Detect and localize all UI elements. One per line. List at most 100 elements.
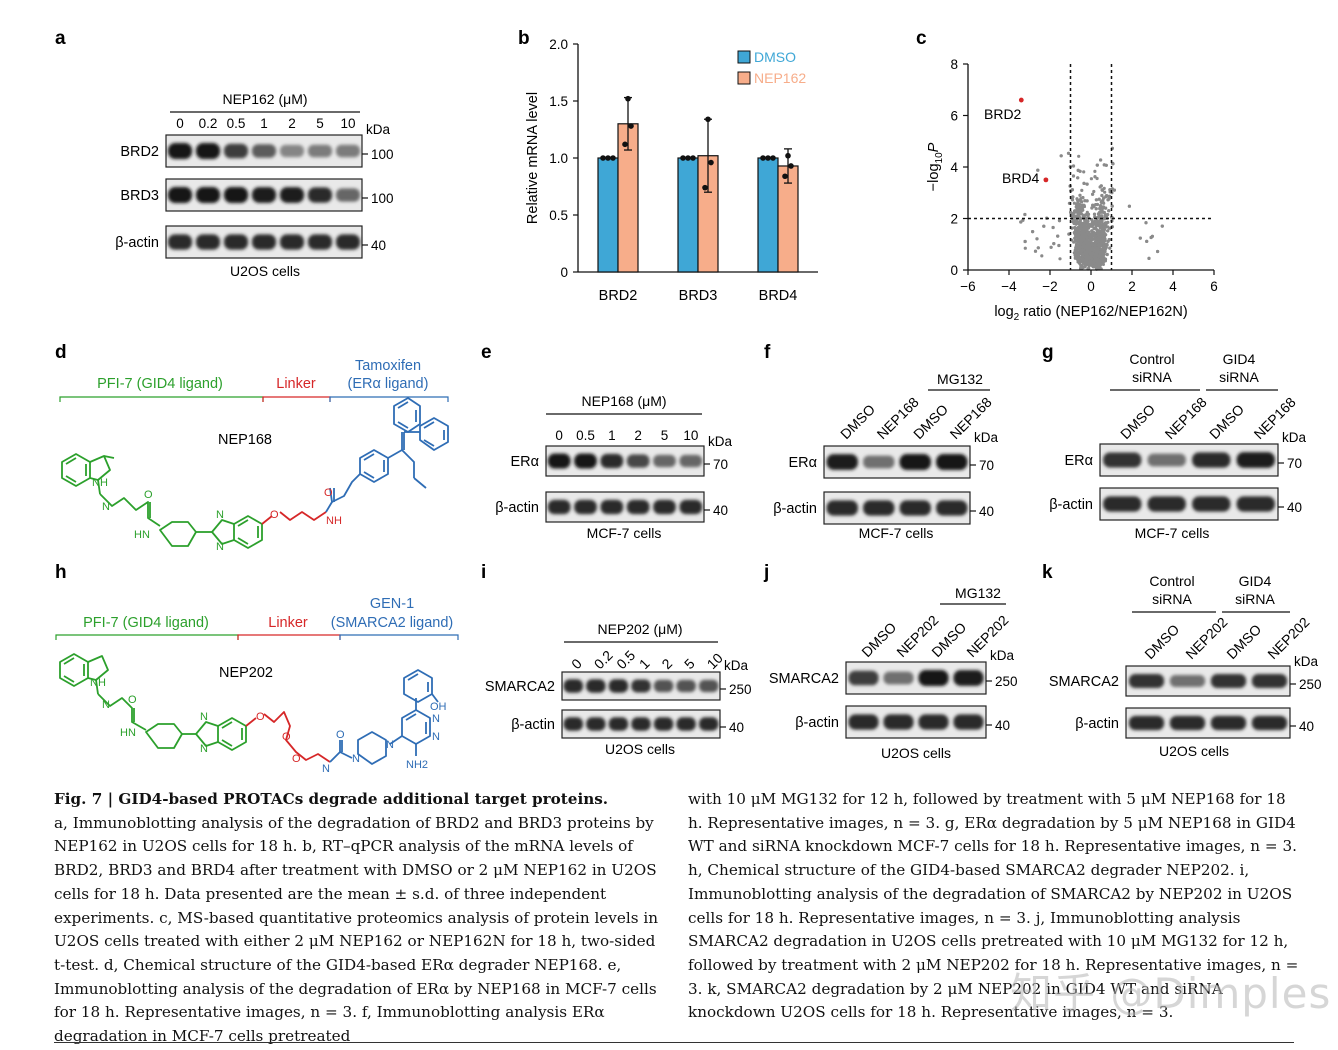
- b-bar-dmso: [597, 157, 619, 273]
- d-atom-hn: HN: [134, 529, 150, 541]
- c-point: [1089, 256, 1093, 260]
- c-point: [1075, 219, 1079, 223]
- c-point: [1127, 204, 1131, 208]
- c-point: [1021, 218, 1025, 222]
- c-point: [1079, 241, 1083, 245]
- c-point: [1040, 254, 1044, 258]
- c-point: [1082, 244, 1086, 248]
- blot-a-lane-label: 5: [316, 116, 324, 131]
- c-point: [1085, 199, 1089, 203]
- c-point: [1097, 197, 1101, 201]
- c-point: [1105, 194, 1109, 198]
- b-y-tick-label: 0: [560, 265, 568, 280]
- c-point: [1057, 219, 1062, 223]
- c-x-tick-label: 6: [1210, 279, 1218, 294]
- blot-e: 0 0.5 1 2 5 10 kDa ERα 70 β-actin 40: [495, 428, 732, 523]
- blot-j-kda-label: kDa: [990, 648, 1014, 663]
- c-y-tick-label: 2: [950, 212, 958, 227]
- c-point: [1089, 243, 1093, 247]
- blot-a-lane-label: 0: [176, 116, 184, 131]
- c-point: [1077, 229, 1081, 233]
- c-point: [1098, 206, 1102, 210]
- panel-h: h PFI-7 (GID4 ligand) Linker GEN-1 (SMAR…: [55, 562, 459, 775]
- blot-i-lane-label: 0.5: [613, 647, 638, 672]
- blot-i-band: [608, 717, 629, 731]
- blot-e-band: [679, 499, 703, 515]
- blot-e-membrane: [545, 491, 705, 523]
- c-point: [1100, 199, 1104, 203]
- c-point: [1051, 225, 1055, 230]
- b-legend-swatch-dmso: [737, 50, 751, 64]
- c-y-tick-label: 4: [950, 160, 958, 175]
- c-point: [1097, 213, 1101, 217]
- panel-b: b 0 0.5 1.0 1.5 2.0 Relative mRNA level BRD2 BR…: [518, 28, 818, 304]
- c-point: [1086, 219, 1090, 223]
- c-point: [1080, 257, 1084, 261]
- c-point: [1081, 248, 1085, 252]
- c-point: [1070, 213, 1074, 217]
- blot-a-band: [335, 188, 361, 202]
- blot-k-lane-label: NEP202: [1182, 614, 1230, 662]
- d-blue-bracket: [329, 396, 449, 402]
- panel-d: d PFI-7 (GID4 ligand) Linker Tamoxifen (…: [55, 342, 449, 553]
- c-point: [1023, 212, 1027, 217]
- blot-j-row-label: SMARCA2: [769, 671, 839, 687]
- c-point: [1098, 263, 1102, 267]
- c-point: [1076, 213, 1080, 217]
- c-point: [1106, 239, 1110, 243]
- c-point: [1093, 263, 1097, 267]
- blot-a-row-label: β-actin: [115, 235, 159, 251]
- blot-a-band: [307, 187, 333, 203]
- d-atom-labels: NH N O HN N N O O NH: [92, 477, 342, 553]
- blot-a-band: [251, 144, 277, 158]
- c-point: [1073, 232, 1077, 236]
- blot-k-group1-line2: siRNA: [1152, 591, 1192, 607]
- blot-k-lane-label: DMSO: [1141, 621, 1182, 662]
- blot-a-band: [223, 234, 249, 250]
- blot-e-band: [574, 453, 597, 469]
- blot-g-group1-line2: siRNA: [1132, 369, 1172, 385]
- h-atom-o5: O: [336, 729, 345, 741]
- blot-g-row-label: ERα: [1064, 453, 1093, 469]
- blot-e-band: [600, 453, 624, 469]
- d-blue-label-1: Tamoxifen: [355, 358, 421, 374]
- c-point: [1049, 245, 1053, 249]
- b-y-tick-label: 1.5: [549, 94, 568, 109]
- blot-k-band: [1169, 674, 1206, 688]
- blot-a-band: [167, 143, 193, 159]
- blot-a-mw-label: 100: [371, 147, 394, 162]
- c-point: [1106, 220, 1110, 224]
- c-point: [1106, 229, 1110, 233]
- d-green-label: PFI-7 (GID4 ligand): [97, 376, 223, 392]
- blot-g-band: [1192, 452, 1231, 468]
- d-compound-name: NEP168: [218, 432, 272, 448]
- blot-a-footer: U2OS cells: [230, 263, 300, 279]
- c-point: [1077, 210, 1081, 214]
- blot-e-band: [626, 454, 650, 468]
- blot-a-row-label: BRD2: [120, 144, 159, 160]
- blot-j-row-label: β-actin: [795, 715, 839, 731]
- h-atom-n7: N: [432, 713, 440, 725]
- blot-a-band: [167, 234, 193, 250]
- b-y-tick-label: 0.5: [549, 208, 568, 223]
- blot-a-band: [307, 234, 333, 250]
- blot-j-group: MG132: [955, 585, 1001, 601]
- c-point: [1075, 227, 1079, 231]
- c-point: [1081, 230, 1085, 234]
- h-structure: [59, 653, 439, 765]
- blot-e-lane-label: 5: [661, 428, 669, 443]
- blot-i-lane-label: 0: [568, 655, 585, 672]
- c-point: [1070, 198, 1075, 202]
- c-point: [1080, 188, 1084, 192]
- blot-f-group: MG132: [937, 371, 983, 387]
- blot-f-band: [936, 454, 968, 470]
- blot-g-band: [1147, 496, 1186, 512]
- h-atom-n5: N: [352, 753, 360, 765]
- blot-a-row-label: BRD3: [120, 188, 159, 204]
- d-atom-o2: O: [270, 509, 279, 521]
- c-x-tick-label: 2: [1128, 279, 1136, 294]
- c-point: [1084, 219, 1088, 223]
- blot-i-band: [631, 717, 651, 731]
- d-atom-o1: O: [144, 489, 153, 501]
- c-point: [1092, 232, 1097, 236]
